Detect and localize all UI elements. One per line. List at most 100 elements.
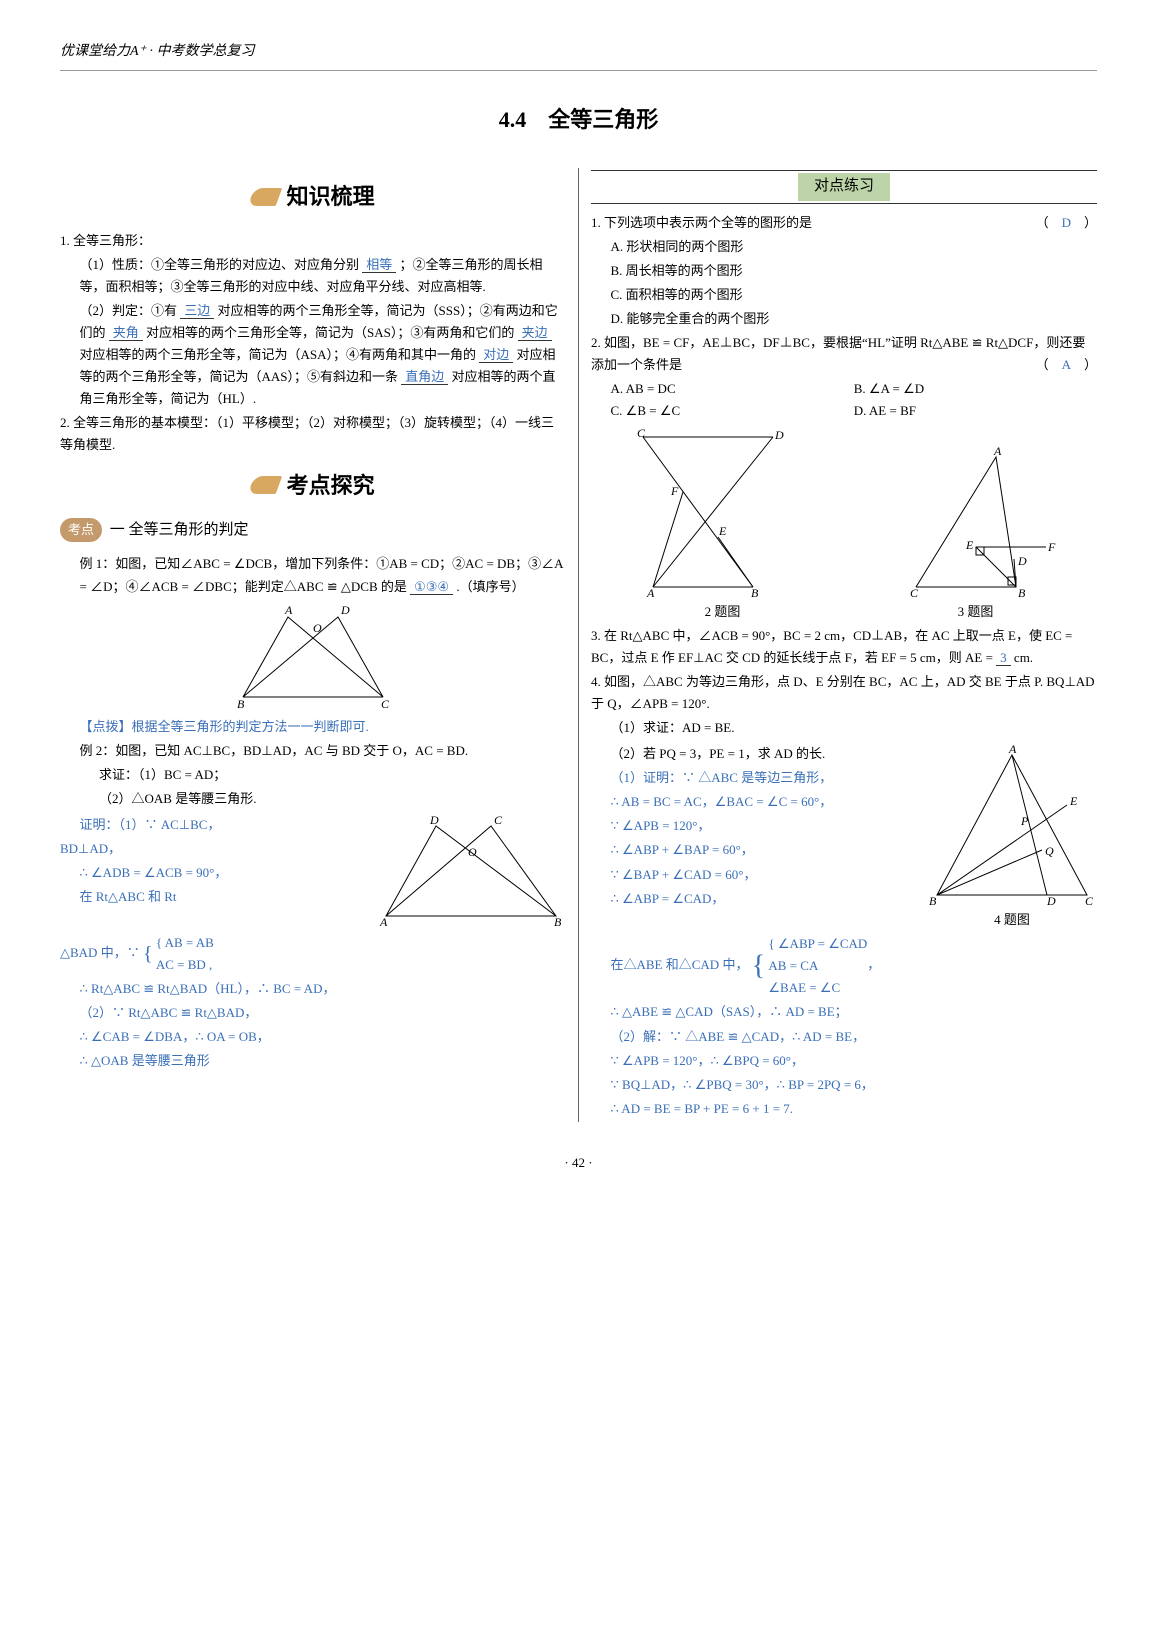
knowledge-1-2: （2）判定：①有 三边 对应相等的两个三角形全等，简记为（SSS）；②有两边和它… [60,300,566,410]
svg-text:A: A [284,603,293,617]
text: （1）性质：①全等三角形的对应边、对应角分别 [80,257,360,272]
text: AB = CA [768,955,867,977]
ex2-q1: 求证：（1）BC = AD； [60,764,566,786]
svg-text:C: C [1085,894,1094,905]
svg-text:D: D [1046,894,1056,905]
a4-3: ∵ ∠APB = 120°， [591,815,927,837]
svg-text:A: A [646,586,655,597]
figure-ex1: A D O B C [213,602,413,712]
svg-text:C: C [637,427,646,440]
q1: 1. 下列选项中表示两个全等的图形的是 （ D ） [591,212,1097,234]
a4-12: ∴ AD = BE = BP + PE = 6 + 1 = 7. [591,1098,1097,1120]
svg-text:A: A [993,447,1002,458]
q2-row1: A. AB = DC B. ∠A = ∠D [591,378,1097,400]
section-1-banner: 知识梳理 [60,178,566,215]
q2-B: B. ∠A = ∠D [854,378,1097,400]
blank-4: 夹边 [518,325,552,341]
exercise-header: 对点练习 [591,170,1097,204]
text: ∠BAE = ∠C [768,977,867,999]
text: 1. 下列选项中表示两个全等的图形的是 [591,215,812,230]
blank-2: 三边 [180,303,214,319]
text: cm. [1014,650,1033,665]
example-2: 例 2：如图，已知 AC⊥BC，BD⊥AD，AC 与 BD 交于 O，AC = … [60,740,566,762]
blank-6: 直角边 [401,369,448,385]
q1-C: C. 面积相等的两个图形 [591,284,1097,306]
text: { AB = AB [156,932,214,954]
svg-text:D: D [774,428,784,442]
figure-ex2: A B D C O [376,816,566,926]
svg-text:F: F [670,484,679,498]
page-header: 优课堂给力A⁺ · 中考数学总复习 [60,40,1097,71]
a4-8: ∴ △ABE ≌ △CAD（SAS），∴ AD = BE； [591,1001,1097,1023]
a4-4: ∴ ∠ABP + ∠BAP = 60°， [591,839,927,861]
svg-text:E: E [965,538,974,552]
pf-3: ∴ ∠ADB = ∠ACB = 90°， [60,862,376,884]
kaodian-text: 一 全等三角形的判定 [110,522,249,538]
q1-D: D. 能够完全重合的两个图形 [591,308,1097,330]
figure-q4: A B C D E P Q [927,745,1097,905]
a4-5: ∵ ∠BAP + ∠CAD = 60°， [591,864,927,886]
svg-text:O: O [468,845,477,859]
text: .（填序号） [456,579,524,594]
pf-7: （2）∵ Rt△ABC ≌ Rt△BAD， [60,1002,566,1024]
q4: 4. 如图，△ABC 为等边三角形，点 D、E 分别在 BC，AC 上，AD 交… [591,671,1097,715]
a4-6: ∴ ∠ABP = ∠CAD， [591,888,927,910]
svg-text:E: E [1069,794,1078,808]
svg-text:D: D [1017,554,1027,568]
svg-text:C: C [494,816,503,827]
ex1-hint: 【点拨】根据全等三角形的判定方法一一判断即可. [60,716,566,738]
q4-2: （2）若 PQ = 3，PE = 1，求 AD 的长. [591,743,927,765]
svg-text:O: O [313,621,322,635]
svg-text:B: B [751,586,759,597]
knowledge-1: 1. 全等三角形： [60,230,566,252]
a4-1: （1）证明：∵ △ABC 是等边三角形， [591,767,927,789]
svg-text:A: A [379,915,388,926]
svg-text:D: D [340,603,350,617]
brush-icon [248,188,283,206]
svg-text:B: B [1018,586,1026,597]
q2-row2: C. ∠B = ∠C D. AE = BF [591,400,1097,422]
pf-2: BD⊥AD， [60,838,376,860]
q2-answer: A [1062,357,1071,372]
ex2-q2: （2）△OAB 是等腰三角形. [60,788,566,810]
right-column: 对点练习 1. 下列选项中表示两个全等的图形的是 （ D ） A. 形状相同的两… [578,168,1097,1122]
pf-8: ∴ ∠CAB = ∠DBA，∴ OA = OB， [60,1026,566,1048]
pf-5: △BAD 中，∵ { { AB = AB AC = BD , [60,932,566,976]
q3: 3. 在 Rt△ABC 中，∠ACB = 90°，BC = 2 cm，CD⊥AB… [591,625,1097,669]
figures-2-3: C D A B E F 2 题图 A C [591,423,1097,623]
svg-text:A: A [1008,745,1017,756]
blank-5: 对边 [479,347,513,363]
brush-icon [248,476,283,494]
svg-text:B: B [929,894,937,905]
figure-q2: C D A B E F [633,427,813,597]
section-1-title: 知识梳理 [287,184,375,209]
svg-text:F: F [1047,540,1056,554]
page-number: · 42 · [60,1152,1097,1174]
svg-text:C: C [910,586,919,597]
svg-text:Q: Q [1045,844,1054,858]
section-2-banner: 考点探究 [60,467,566,504]
svg-text:E: E [718,524,727,538]
q2: 2. 如图，BE = CF，AE⊥BC，DF⊥BC，要根据“HL”证明 Rt△A… [591,332,1097,376]
text: △BAD 中，∵ [60,945,140,960]
text: 对应相等的两个三角形全等，简记为（SAS）；③有两角和它们的 [146,325,514,340]
a4-2: ∴ AB = BC = AC，∠BAC = ∠C = 60°， [591,791,927,813]
a4-7: 在△ABE 和△CAD 中， { { ∠ABP = ∠CAD AB = CA ∠… [591,933,1097,999]
caption-4: 4 题图 [927,909,1097,931]
a4-9: （2）解：∵ △ABE ≌ △CAD，∴ AD = BE， [591,1026,1097,1048]
q4-1: （1）求证：AD = BE. [591,717,1097,739]
q1-B: B. 周长相等的两个图形 [591,260,1097,282]
q2-D: D. AE = BF [854,400,1097,422]
kaodian-badge: 考点 [60,518,102,542]
knowledge-2: 2. 全等三角形的基本模型：（1）平移模型；（2）对称模型；（3）旋转模型；（4… [60,412,566,456]
svg-text:B: B [554,915,562,926]
pf-9: ∴ △OAB 是等腰三角形 [60,1050,566,1072]
q2-C: C. ∠B = ∠C [611,400,854,422]
exercise-title: 对点练习 [798,173,890,201]
section-2-title: 考点探究 [287,473,375,498]
pf-4: 在 Rt△ABC 和 Rt [60,886,376,908]
q1-A: A. 形状相同的两个图形 [591,236,1097,258]
svg-text:P: P [1020,814,1029,828]
knowledge-1-1: （1）性质：①全等三角形的对应边、对应角分别 相等 ；②全等三角形的周长相等，面… [60,254,566,298]
caption-3: 3 题图 [896,601,1056,623]
